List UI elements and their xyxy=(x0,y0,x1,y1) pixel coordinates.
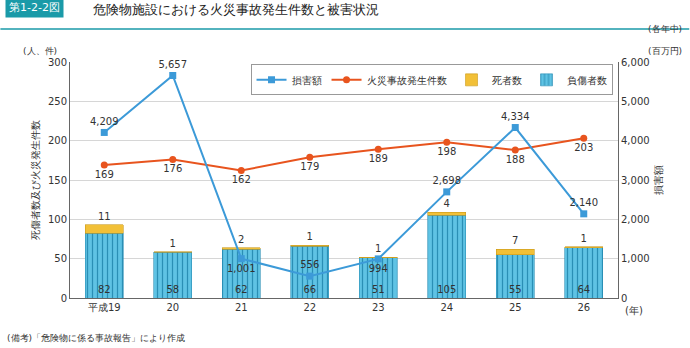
svg-text:(備考)「危険物に係る事故報告」により作成: (備考)「危険物に係る事故報告」により作成 xyxy=(7,333,185,343)
svg-text:26: 26 xyxy=(577,302,590,313)
svg-text:1: 1 xyxy=(581,233,587,244)
svg-text:556: 556 xyxy=(300,259,319,270)
svg-text:198: 198 xyxy=(437,146,456,157)
svg-text:100: 100 xyxy=(48,214,67,225)
svg-text:58: 58 xyxy=(166,284,179,295)
svg-text:179: 179 xyxy=(300,161,319,172)
svg-text:5,000: 5,000 xyxy=(621,96,650,107)
svg-text:21: 21 xyxy=(235,302,248,313)
svg-text:1,001: 1,001 xyxy=(227,263,256,274)
svg-text:(各年中): (各年中) xyxy=(648,24,682,34)
svg-text:1,000: 1,000 xyxy=(621,253,650,264)
svg-text:6,000: 6,000 xyxy=(621,57,650,68)
svg-text:82: 82 xyxy=(98,284,111,295)
svg-text:死傷者数及び火災発生件数: 死傷者数及び火災発生件数 xyxy=(30,120,41,240)
svg-text:189: 189 xyxy=(369,153,388,164)
svg-text:(百万円): (百万円) xyxy=(648,46,682,56)
svg-text:損害額: 損害額 xyxy=(292,75,322,86)
svg-text:300: 300 xyxy=(48,57,67,68)
svg-text:162: 162 xyxy=(232,174,251,185)
svg-text:平成19: 平成19 xyxy=(88,302,121,313)
svg-text:2,140: 2,140 xyxy=(569,197,598,208)
svg-text:2,698: 2,698 xyxy=(432,175,461,186)
svg-text:25: 25 xyxy=(509,302,522,313)
svg-text:250: 250 xyxy=(48,96,67,107)
svg-text:負傷者数: 負傷者数 xyxy=(567,75,607,86)
svg-text:105: 105 xyxy=(437,284,456,295)
svg-text:4,334: 4,334 xyxy=(501,111,530,122)
svg-text:176: 176 xyxy=(163,163,182,174)
svg-text:0: 0 xyxy=(621,293,627,304)
svg-text:死者数: 死者数 xyxy=(492,75,522,86)
svg-text:20: 20 xyxy=(166,302,179,313)
svg-text:3,000: 3,000 xyxy=(621,175,650,186)
svg-text:2: 2 xyxy=(238,234,244,245)
svg-text:1: 1 xyxy=(307,231,313,242)
svg-text:4,209: 4,209 xyxy=(90,116,119,127)
svg-text:4,000: 4,000 xyxy=(621,135,650,146)
svg-text:4: 4 xyxy=(444,198,450,209)
svg-text:第1-2-2図: 第1-2-2図 xyxy=(9,1,60,14)
svg-text:150: 150 xyxy=(48,175,67,186)
svg-text:(年): (年) xyxy=(625,305,643,316)
svg-text:51: 51 xyxy=(372,284,385,295)
svg-text:62: 62 xyxy=(235,284,248,295)
svg-text:994: 994 xyxy=(369,263,388,274)
svg-text:24: 24 xyxy=(440,302,453,313)
svg-text:1: 1 xyxy=(170,238,176,249)
svg-text:64: 64 xyxy=(577,284,590,295)
svg-text:200: 200 xyxy=(48,135,67,146)
svg-text:5,657: 5,657 xyxy=(158,59,187,70)
svg-text:1: 1 xyxy=(375,243,381,254)
svg-text:188: 188 xyxy=(506,154,525,165)
svg-text:(人、件): (人、件) xyxy=(23,46,57,56)
svg-text:2,000: 2,000 xyxy=(621,214,650,225)
svg-text:0: 0 xyxy=(61,293,67,304)
svg-text:危険物施設における火災事故発生件数と被害状況: 危険物施設における火災事故発生件数と被害状況 xyxy=(93,2,379,17)
svg-text:50: 50 xyxy=(54,253,67,264)
svg-text:55: 55 xyxy=(509,284,522,295)
svg-text:22: 22 xyxy=(303,302,316,313)
svg-text:11: 11 xyxy=(98,211,111,222)
svg-text:23: 23 xyxy=(372,302,385,313)
svg-text:66: 66 xyxy=(303,284,316,295)
svg-text:169: 169 xyxy=(95,169,114,180)
svg-text:7: 7 xyxy=(512,235,518,246)
svg-text:203: 203 xyxy=(574,142,593,153)
svg-text:火災事故発生件数: 火災事故発生件数 xyxy=(367,75,447,86)
svg-text:損害額: 損害額 xyxy=(653,165,664,195)
